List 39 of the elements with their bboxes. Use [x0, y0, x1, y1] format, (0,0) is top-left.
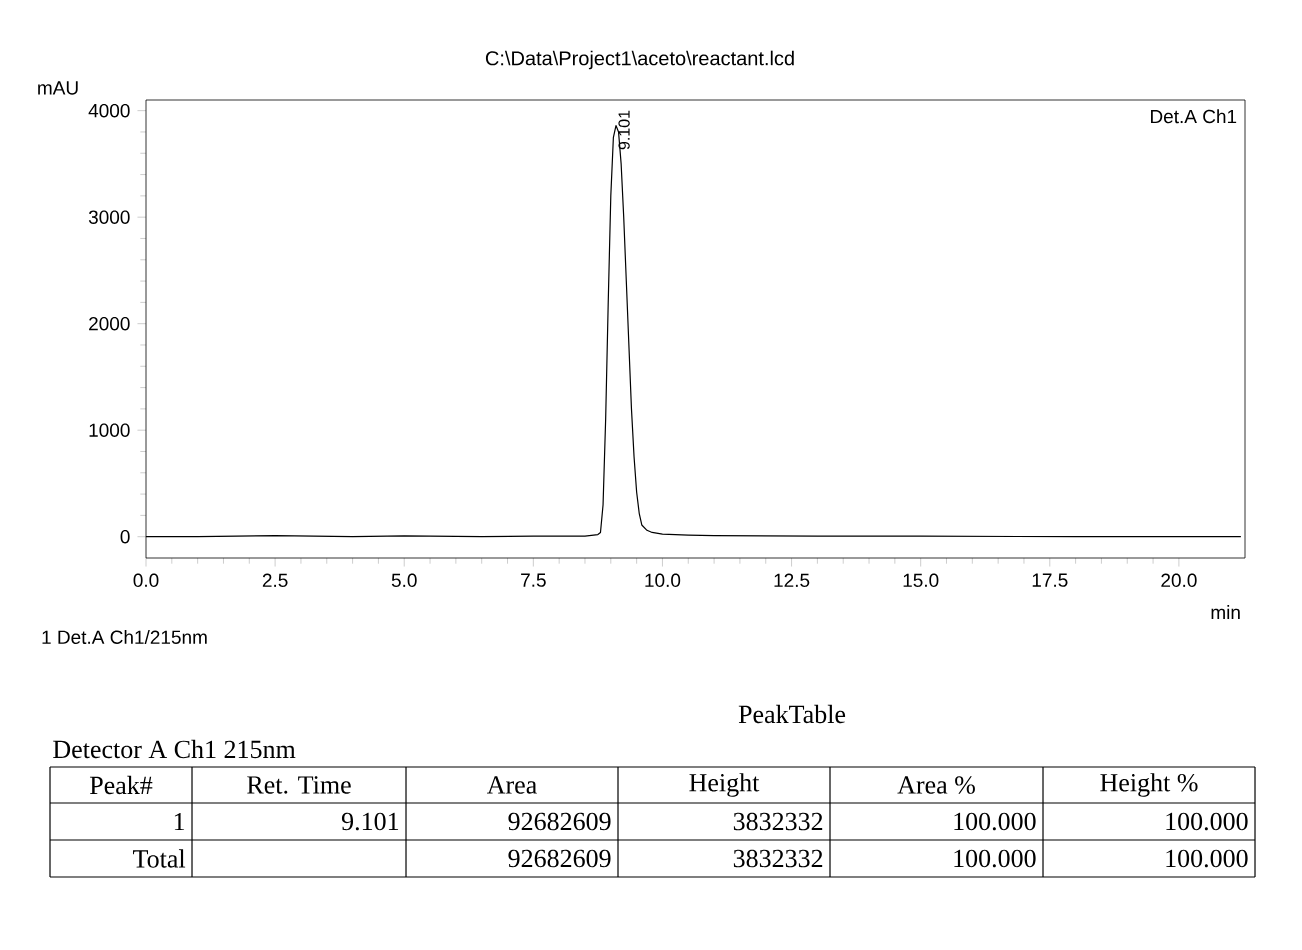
text: 9.101: [341, 812, 399, 831]
text: Height: [689, 773, 760, 797]
x-tick-label: 7.5: [521, 573, 546, 587]
x-tick-label: 0.0: [133, 573, 159, 588]
x-tick-label: 17.5: [1032, 573, 1068, 587]
text: PeakTable: [738, 704, 846, 724]
x-tick-label: 5.0: [391, 573, 417, 588]
x-tick-label: 2.5: [262, 573, 288, 588]
text: Ret. Time: [247, 776, 351, 794]
text: Area %: [897, 776, 975, 794]
y-tick-label: 1000: [89, 423, 130, 437]
annotation: 9.101: [618, 110, 630, 150]
y-axis-title: mAU: [38, 81, 78, 95]
text: 92682609: [508, 849, 611, 868]
text: Total: [133, 849, 186, 868]
text: 100.000: [954, 849, 1036, 868]
chart-title: C:\Data\Project1\aceto\reactant.lcd: [485, 50, 794, 70]
text: Peak#: [89, 775, 153, 795]
x-tick-label: 20.0: [1161, 573, 1197, 588]
y-tick-label: 3000: [88, 210, 130, 224]
x-axis-title: min: [1211, 605, 1240, 619]
y-tick-label: 4000: [88, 103, 130, 118]
text: 3832332: [733, 812, 823, 831]
x-tick-label: 15.0: [903, 573, 939, 588]
y-tick-label: 2000: [89, 316, 130, 331]
text: Det.A Ch1: [1151, 109, 1237, 124]
text: 3832332: [733, 849, 823, 868]
text: Detector A Ch1 215nm: [53, 739, 296, 759]
text: 92682609: [508, 812, 611, 831]
text: 100.000: [1166, 812, 1248, 831]
text: 1 Det.A Ch1/215nm: [42, 630, 207, 644]
x-tick-label: 10.0: [645, 573, 681, 588]
text: 100.000: [954, 812, 1036, 831]
text: 100.000: [1166, 849, 1248, 868]
text: Area: [487, 776, 537, 794]
text: 1: [174, 812, 185, 831]
x-tick-label: 12.5: [774, 573, 810, 588]
y-tick-label: 0: [120, 529, 130, 544]
text: Height %: [1100, 773, 1198, 797]
